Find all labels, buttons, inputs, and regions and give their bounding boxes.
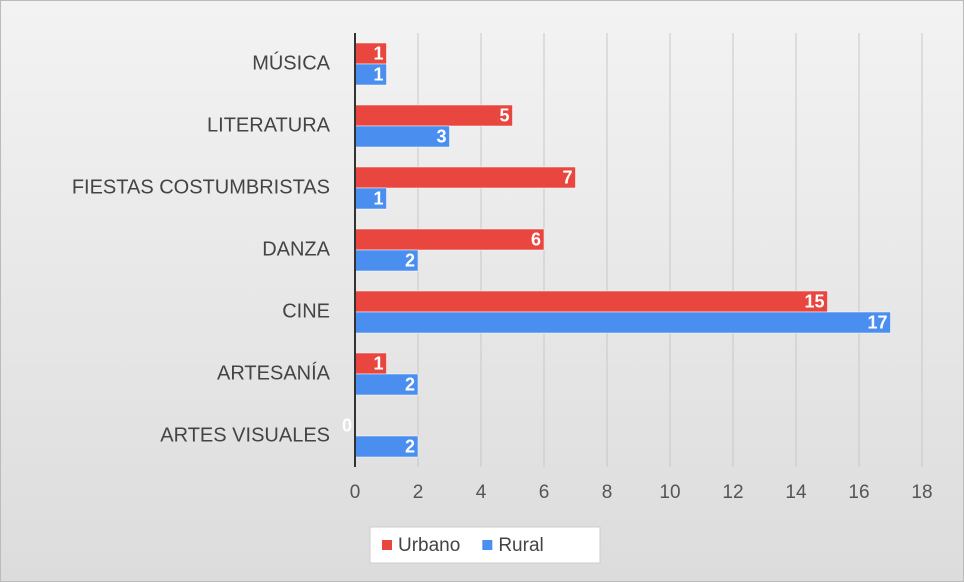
data-label: 1 [373, 353, 383, 373]
legend-label: Urbano [398, 535, 460, 556]
bar [354, 228, 545, 251]
bar [354, 125, 450, 148]
x-tick-label: 8 [602, 482, 613, 503]
data-label: 1 [373, 43, 383, 63]
x-tick-label: 16 [848, 482, 869, 503]
legend-label: Rural [498, 535, 543, 556]
data-label: 2 [405, 374, 415, 394]
bar [354, 311, 891, 334]
data-label: 6 [531, 229, 541, 249]
data-label: 7 [562, 167, 572, 187]
y-tick-label: LITERATURA [207, 114, 331, 136]
data-label: 17 [867, 312, 887, 332]
data-label: 1 [373, 64, 383, 84]
legend-swatch [382, 540, 392, 550]
data-label: 5 [499, 105, 509, 125]
bar [354, 104, 513, 127]
bar [354, 166, 576, 189]
legend-swatch [482, 540, 493, 550]
y-tick-label: CINE [282, 300, 330, 322]
y-tick-label: MÚSICA [252, 51, 330, 74]
y-tick-label: DANZA [262, 238, 330, 260]
x-tick-label: 12 [722, 482, 743, 503]
y-tick-label: FIESTAS COSTUMBRISTAS [72, 176, 330, 198]
data-label: 1 [373, 188, 383, 208]
bar [354, 290, 828, 313]
data-label: 0 [342, 415, 352, 435]
x-tick-label: 6 [539, 482, 550, 503]
data-label: 3 [436, 126, 446, 146]
x-tick-label: 14 [785, 482, 807, 503]
x-tick-label: 10 [659, 482, 680, 503]
x-tick-label: 4 [476, 482, 487, 503]
data-label: 2 [405, 436, 415, 456]
y-tick-label: ARTES VISUALES [160, 424, 330, 446]
data-label: 15 [804, 291, 824, 311]
x-tick-label: 18 [911, 482, 932, 503]
data-label: 2 [405, 250, 415, 270]
x-tick-label: 2 [413, 482, 424, 503]
y-tick-label: ARTESANÍA [217, 361, 331, 384]
x-tick-label: 0 [350, 482, 361, 503]
